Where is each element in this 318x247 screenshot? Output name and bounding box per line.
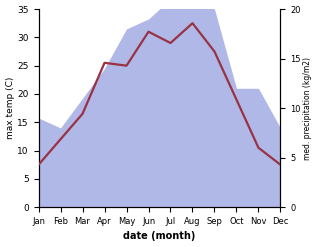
Y-axis label: med. precipitation (kg/m2): med. precipitation (kg/m2) <box>303 57 313 160</box>
Y-axis label: max temp (C): max temp (C) <box>5 77 15 139</box>
X-axis label: date (month): date (month) <box>123 231 196 242</box>
